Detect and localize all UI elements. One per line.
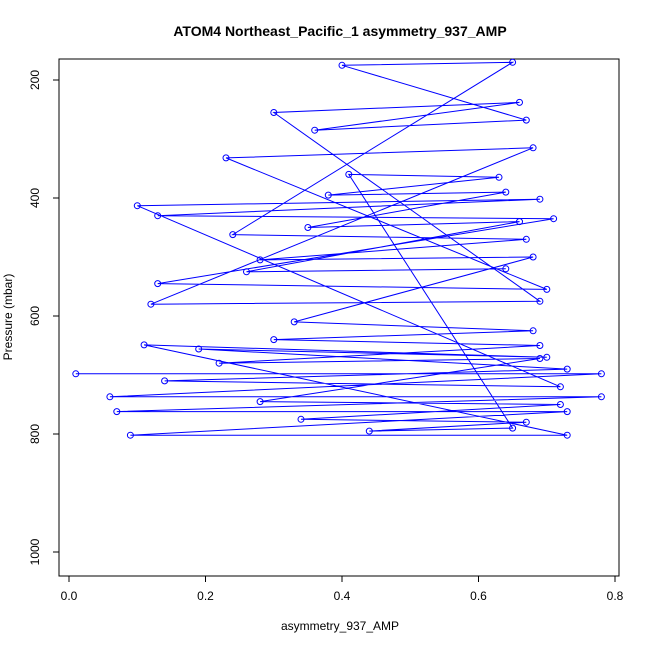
data-point bbox=[161, 377, 169, 385]
x-axis: 0.0 0.2 0.4 0.6 0.8 bbox=[61, 575, 624, 603]
data-point bbox=[536, 355, 544, 362]
data-point bbox=[556, 401, 564, 408]
data-point bbox=[338, 61, 346, 69]
series-line bbox=[75, 61, 602, 436]
data-point bbox=[597, 393, 605, 401]
data-point bbox=[154, 280, 162, 288]
data-point bbox=[522, 235, 530, 243]
data-point bbox=[256, 398, 264, 406]
data-point bbox=[222, 154, 230, 162]
data-point bbox=[256, 256, 264, 264]
data-point bbox=[509, 58, 517, 66]
data-point bbox=[529, 253, 537, 261]
data-point bbox=[502, 188, 510, 196]
data-point bbox=[543, 353, 551, 361]
data-point bbox=[133, 202, 141, 210]
data-point bbox=[502, 265, 510, 273]
y-tick-label: 400 bbox=[28, 188, 42, 208]
data-point bbox=[297, 415, 305, 423]
data-point bbox=[536, 297, 544, 305]
data-point bbox=[563, 408, 571, 416]
data-point bbox=[529, 144, 537, 152]
data-point bbox=[290, 318, 298, 326]
y-axis-label: Pressure (mbar) bbox=[1, 274, 15, 361]
data-point bbox=[516, 218, 523, 226]
data-point bbox=[365, 427, 373, 435]
data-point bbox=[154, 212, 162, 220]
data-point bbox=[516, 98, 523, 106]
data-point bbox=[72, 370, 80, 378]
x-tick-label: 0.2 bbox=[197, 589, 214, 603]
data-point bbox=[126, 431, 134, 439]
y-axis: 200 400 600 800 1000 bbox=[28, 70, 60, 565]
data-point bbox=[270, 109, 278, 116]
x-tick-label: 0.6 bbox=[470, 589, 487, 603]
x-axis-label: asymmetry_937_AMP bbox=[281, 619, 399, 633]
data-point bbox=[229, 231, 237, 239]
y-tick-label: 600 bbox=[28, 306, 42, 326]
y-tick-label: 800 bbox=[28, 424, 42, 444]
data-point bbox=[550, 215, 558, 223]
data-point bbox=[522, 116, 530, 124]
x-tick-label: 0.4 bbox=[334, 589, 351, 603]
data-point bbox=[495, 173, 503, 181]
data-point bbox=[324, 191, 332, 199]
data-point bbox=[536, 342, 544, 349]
data-point bbox=[243, 268, 250, 276]
data-point bbox=[304, 224, 312, 231]
data-point bbox=[113, 408, 121, 416]
data-point bbox=[529, 327, 537, 335]
data-point bbox=[543, 285, 551, 293]
y-tick-label: 200 bbox=[28, 70, 42, 90]
plot-frame bbox=[58, 58, 620, 577]
data-point bbox=[270, 336, 278, 344]
x-tick-label: 0.0 bbox=[61, 589, 78, 603]
chart-title: ATOM4 Northeast_Pacific_1 asymmetry_937_… bbox=[173, 23, 506, 39]
data-point bbox=[140, 341, 148, 349]
x-tick-label: 0.8 bbox=[607, 589, 624, 603]
y-tick-label: 1000 bbox=[28, 538, 42, 565]
data-point bbox=[597, 370, 605, 378]
data-point bbox=[563, 365, 571, 373]
data-point bbox=[563, 431, 571, 439]
data-point bbox=[215, 359, 223, 367]
data-point bbox=[106, 393, 114, 401]
data-point bbox=[345, 170, 353, 178]
data-point bbox=[536, 195, 544, 203]
data-point bbox=[522, 418, 530, 426]
data-point bbox=[147, 300, 155, 308]
data-point bbox=[311, 126, 319, 134]
data-point bbox=[195, 345, 203, 353]
data-layer bbox=[72, 58, 605, 439]
data-point bbox=[556, 383, 564, 391]
data-point bbox=[509, 424, 517, 432]
